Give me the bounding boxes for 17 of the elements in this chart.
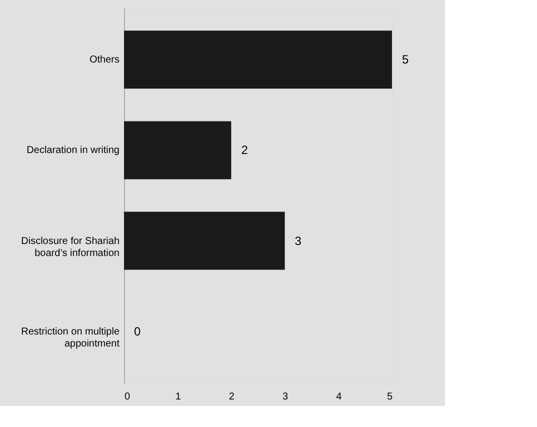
data-label: 0 (134, 324, 141, 338)
x-tick-label: 2 (228, 392, 235, 402)
data-label: 5 (402, 52, 409, 67)
y-tick-label: Disclosure for Shariah board’s information (21, 236, 120, 259)
y-tick-label: Declaration in writing (26, 145, 120, 156)
x-tick-label: 5 (386, 392, 393, 402)
data-label: 3 (294, 234, 302, 248)
bar (124, 30, 392, 89)
bar (124, 121, 232, 180)
x-tick-label: 0 (124, 392, 130, 402)
y-tick-label: Others (89, 54, 120, 66)
data-label: 2 (241, 143, 248, 158)
x-tick-label: 3 (282, 392, 289, 402)
x-tick-label: 4 (336, 392, 342, 402)
bar (124, 212, 285, 270)
y-tick-label: Restriction on multiple appointment (21, 326, 120, 350)
x-tick-label: 1 (175, 392, 182, 402)
